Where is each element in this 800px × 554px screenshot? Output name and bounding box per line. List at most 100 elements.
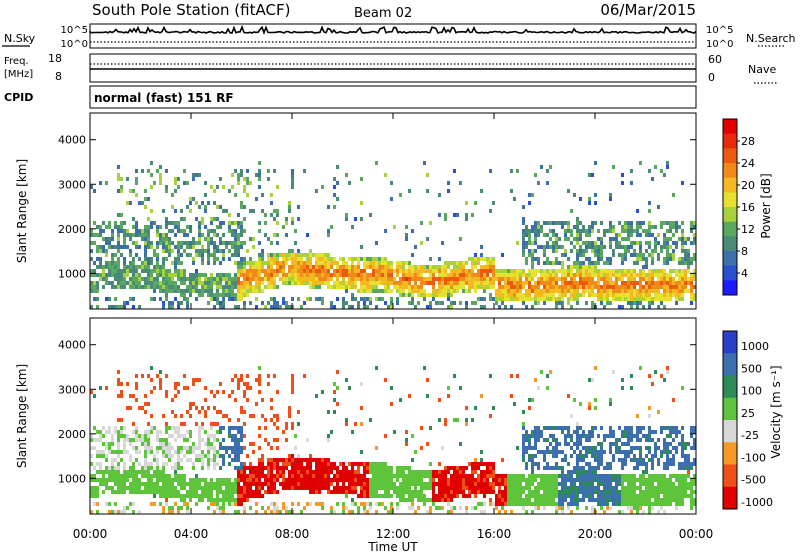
- power-cell: [321, 273, 324, 277]
- power-cell: [222, 285, 225, 289]
- power-cell: [564, 293, 567, 297]
- power-cell: [342, 297, 345, 301]
- power-cell: [651, 289, 654, 293]
- velocity-cell: [387, 486, 390, 490]
- power-cell: [444, 273, 447, 277]
- power-cell: [525, 229, 528, 233]
- power-cell: [219, 225, 222, 229]
- power-cell: [96, 257, 99, 261]
- velocity-cell: [615, 446, 618, 450]
- velocity-cell: [501, 490, 504, 494]
- velocity-cell: [345, 494, 348, 498]
- power-cell: [633, 289, 636, 293]
- velocity-cell: [444, 422, 447, 426]
- power-cell: [585, 285, 588, 289]
- velocity-cell: [447, 490, 450, 494]
- velocity-cell: [510, 474, 513, 478]
- velocity-cell: [240, 478, 243, 482]
- velocity-cell: [531, 474, 534, 478]
- velocity-cell: [186, 450, 189, 454]
- velocity-cell: [315, 458, 318, 462]
- power-cell: [444, 289, 447, 293]
- power-cell: [312, 285, 315, 289]
- power-cell: [522, 237, 525, 241]
- velocity-cell: [258, 466, 261, 470]
- velocity-cell: [390, 478, 393, 482]
- power-cell: [210, 229, 213, 233]
- velocity-cell: [168, 458, 171, 462]
- velocity-cell: [120, 510, 123, 514]
- power-cell: [231, 221, 234, 225]
- power-cell: [654, 293, 657, 297]
- velocity-cell: [291, 378, 294, 382]
- velocity-cell: [636, 486, 639, 490]
- power-cell: [693, 293, 696, 297]
- velocity-cell: [537, 438, 540, 442]
- power-cell: [573, 297, 576, 301]
- power-cell: [177, 221, 180, 225]
- velocity-cell: [432, 494, 435, 498]
- velocity-cell: [405, 498, 408, 502]
- velocity-cell: [399, 490, 402, 494]
- velocity-cell: [579, 450, 582, 454]
- velocity-cell: [345, 422, 348, 426]
- velocity-cell: [195, 490, 198, 494]
- power-cell: [603, 293, 606, 297]
- power-cell: [108, 305, 111, 309]
- velocity-cell: [516, 494, 519, 498]
- power-cell: [234, 297, 237, 301]
- velocity-cell: [582, 486, 585, 490]
- velocity-cell: [498, 478, 501, 482]
- velocity-cell: [525, 446, 528, 450]
- velocity-cell: [567, 494, 570, 498]
- power-cell: [633, 269, 636, 273]
- velocity-cell: [357, 462, 360, 466]
- power-cell: [129, 237, 132, 241]
- velocity-cell: [480, 482, 483, 486]
- velocity-cell: [576, 462, 579, 466]
- power-cell: [414, 281, 417, 285]
- power-cell: [648, 297, 651, 301]
- velocity-cell: [249, 486, 252, 490]
- power-cell: [276, 209, 279, 213]
- velocity-cell: [213, 458, 216, 462]
- power-cell: [243, 277, 246, 281]
- velocity-cell: [498, 490, 501, 494]
- power-cell: [678, 261, 681, 265]
- velocity-cell: [231, 426, 234, 430]
- velocity-cell: [534, 486, 537, 490]
- velocity-cell: [231, 498, 234, 502]
- power-cell: [663, 241, 666, 245]
- velocity-cell: [420, 426, 423, 430]
- power-cell: [504, 269, 507, 273]
- velocity-cell: [408, 482, 411, 486]
- velocity-cell: [288, 410, 291, 414]
- power-cell: [264, 233, 267, 237]
- power-cell: [243, 273, 246, 277]
- power-cell: [132, 257, 135, 261]
- velocity-cell: [234, 490, 237, 494]
- power-cell: [660, 301, 663, 305]
- velocity-cell: [351, 470, 354, 474]
- power-cell: [612, 273, 615, 277]
- velocity-cell: [609, 478, 612, 482]
- power-cell: [429, 281, 432, 285]
- velocity-cell: [225, 478, 228, 482]
- velocity-cell: [570, 494, 573, 498]
- velocity-cell: [117, 454, 120, 458]
- power-cell: [168, 305, 171, 309]
- power-cell: [192, 241, 195, 245]
- velocity-cell: [117, 478, 120, 482]
- velocity-cell: [609, 450, 612, 454]
- power-cell: [270, 241, 273, 245]
- velocity-cell: [528, 494, 531, 498]
- velocity-cell: [102, 450, 105, 454]
- power-cell: [165, 257, 168, 261]
- power-cell: [597, 249, 600, 253]
- power-cell: [456, 277, 459, 281]
- velocity-cell: [120, 430, 123, 434]
- velocity-cell: [267, 486, 270, 490]
- velocity-cell: [330, 430, 333, 434]
- power-cell: [693, 225, 696, 229]
- velocity-cell: [267, 382, 270, 386]
